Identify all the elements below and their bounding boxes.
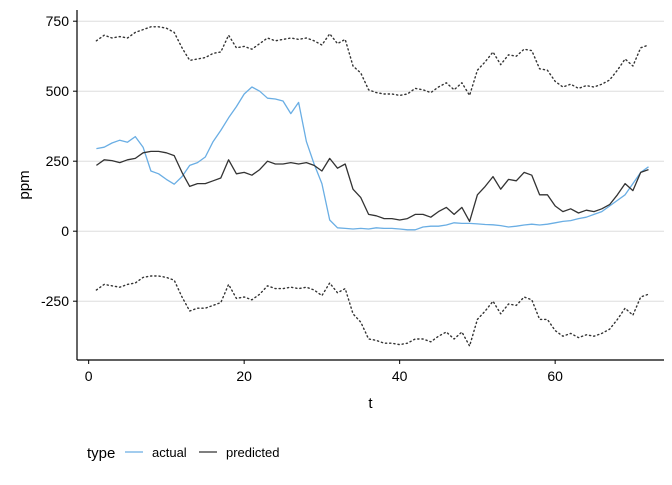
- y-tick-label-2: 250: [46, 153, 70, 169]
- x-tick-label-0: 0: [85, 368, 93, 384]
- series-line-actual: [96, 86, 649, 231]
- series-lines: [95, 26, 650, 347]
- legend-title: type: [87, 445, 115, 462]
- ticks: 0 20 40 60 -250 0 250 500 750: [41, 13, 563, 384]
- x-tick-label-1: 20: [236, 368, 252, 384]
- bound-line-3: [95, 275, 650, 347]
- legend-items: actual predicted: [125, 445, 279, 460]
- y-tick-label-3: 500: [46, 83, 70, 99]
- series-line-predicted: [96, 150, 649, 223]
- legend: type actual predicted: [87, 445, 279, 462]
- y-tick-label-1: 0: [61, 223, 69, 239]
- y-tick-label-0: -250: [41, 293, 69, 309]
- axes: [76, 10, 664, 361]
- x-tick-label-3: 60: [547, 368, 563, 384]
- x-tick-label-2: 40: [392, 368, 408, 384]
- legend-label-predicted: predicted: [226, 445, 279, 460]
- bound-line-2: [95, 26, 650, 97]
- x-axis-title: t: [368, 395, 373, 412]
- legend-label-actual: actual: [152, 445, 187, 460]
- y-tick-label-4: 750: [46, 13, 70, 29]
- gridlines: [77, 20, 664, 302]
- y-axis-title: ppm: [16, 170, 33, 199]
